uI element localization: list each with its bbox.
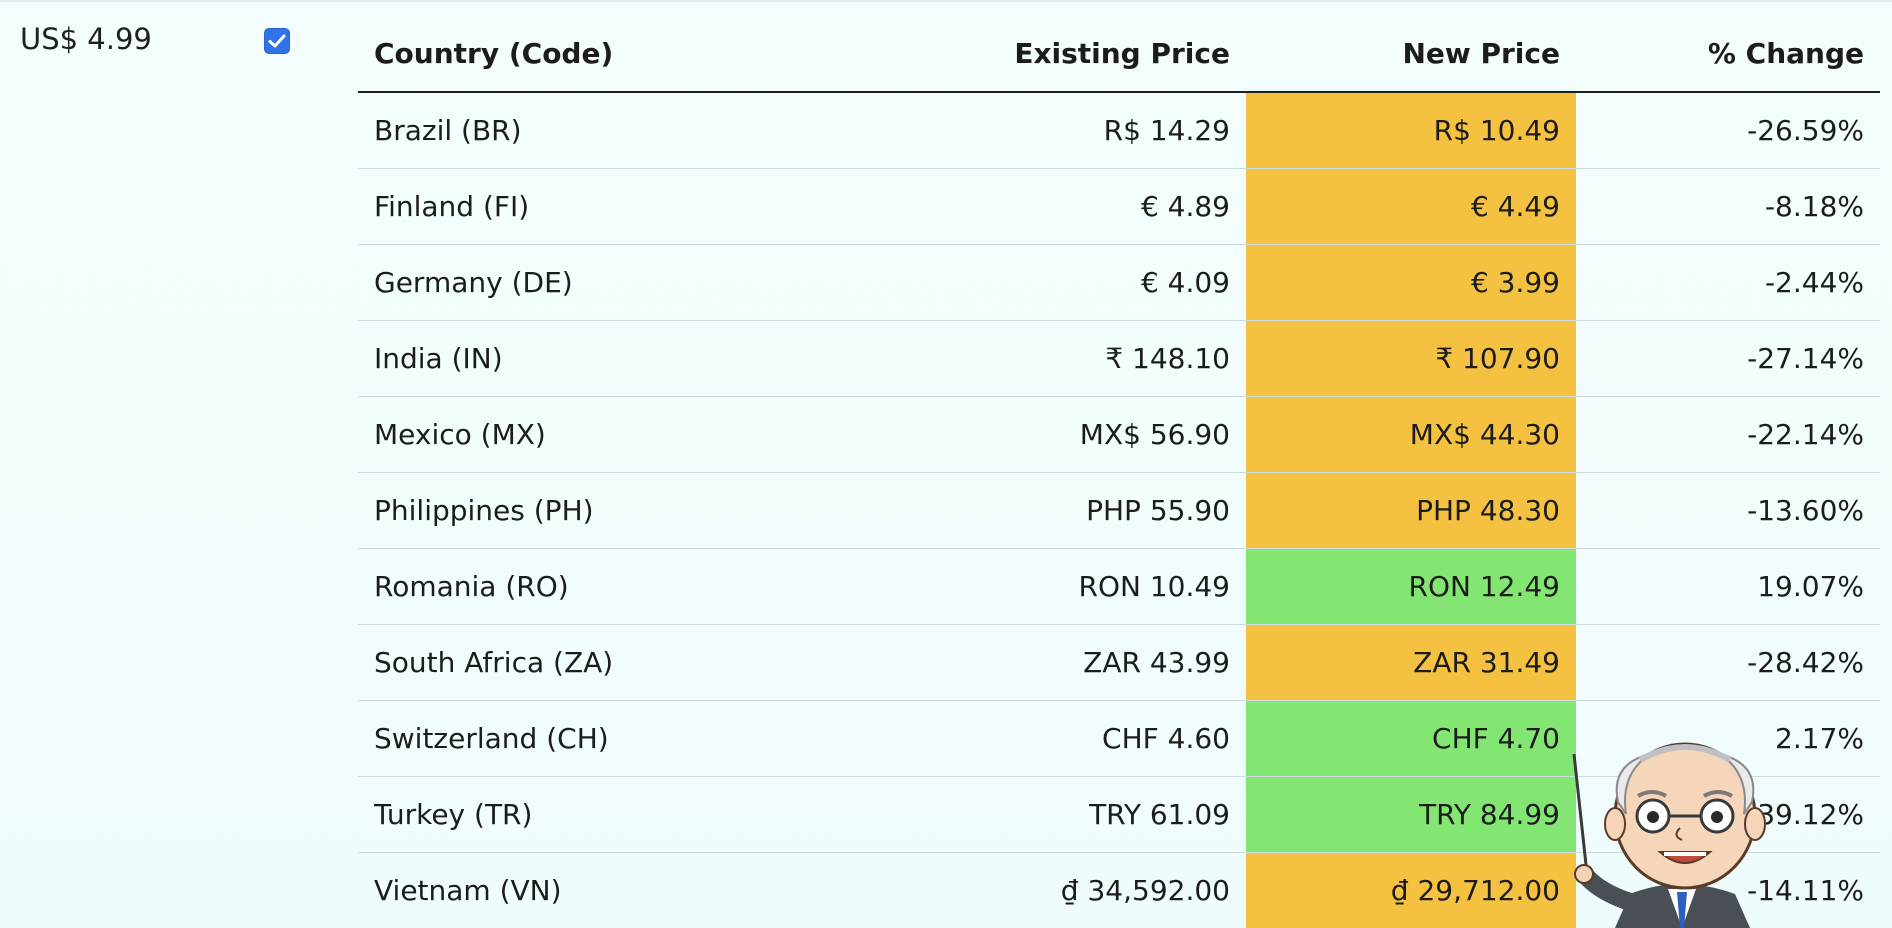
existing-price-cell: RON 10.49: [934, 548, 1246, 625]
header-country[interactable]: Country (Code): [358, 16, 934, 93]
new-price-cell: PHP 48.30: [1246, 472, 1576, 549]
country-cell: Finland (FI): [358, 168, 934, 245]
new-price-cell: € 3.99: [1246, 244, 1576, 321]
professor-mascot-icon: [1572, 742, 1766, 928]
existing-price-cell: € 4.89: [934, 168, 1246, 245]
country-cell: Turkey (TR): [358, 776, 934, 853]
table-header-row: Country (Code) Existing Price New Price …: [358, 16, 1880, 93]
existing-price-cell: MX$ 56.90: [934, 396, 1246, 473]
existing-price-cell: TRY 61.09: [934, 776, 1246, 853]
percent-change-cell: -13.60%: [1576, 472, 1880, 549]
percent-change-cell: -27.14%: [1576, 320, 1880, 397]
new-price-cell: ₫ 29,712.00: [1246, 852, 1576, 928]
percent-change-cell: -28.42%: [1576, 624, 1880, 701]
existing-price-cell: ₫ 34,592.00: [934, 852, 1246, 928]
country-cell: Vietnam (VN): [358, 852, 934, 928]
base-price-label: US$ 4.99: [20, 22, 152, 56]
percent-change-cell: -8.18%: [1576, 168, 1880, 245]
table-row: Switzerland (CH) CHF 4.60 CHF 4.70 2.17%: [358, 700, 1880, 777]
country-cell: India (IN): [358, 320, 934, 397]
header-new-price[interactable]: New Price: [1246, 16, 1576, 93]
select-checkbox[interactable]: [264, 28, 290, 54]
existing-price-cell: € 4.09: [934, 244, 1246, 321]
check-icon: [268, 34, 286, 48]
new-price-cell: RON 12.49: [1246, 548, 1576, 625]
new-price-cell: TRY 84.99: [1246, 776, 1576, 853]
percent-change-cell: 19.07%: [1576, 548, 1880, 625]
new-price-cell: € 4.49: [1246, 168, 1576, 245]
country-cell: Brazil (BR): [358, 92, 934, 169]
new-price-cell: R$ 10.49: [1246, 92, 1576, 169]
existing-price-cell: PHP 55.90: [934, 472, 1246, 549]
existing-price-cell: CHF 4.60: [934, 700, 1246, 777]
header-existing-price[interactable]: Existing Price: [934, 16, 1246, 93]
price-table: Country (Code) Existing Price New Price …: [358, 16, 1880, 928]
existing-price-cell: ₹ 148.10: [934, 320, 1246, 397]
table-row: South Africa (ZA) ZAR 43.99 ZAR 31.49 -28.4…: [358, 624, 1880, 701]
table-body: Brazil (BR) R$ 14.29 R$ 10.49 -26.59% Finlan…: [358, 92, 1880, 928]
new-price-cell: ₹ 107.90: [1246, 320, 1576, 397]
percent-change-cell: -26.59%: [1576, 92, 1880, 169]
country-cell: Romania (RO): [358, 548, 934, 625]
percent-change-cell: -2.44%: [1576, 244, 1880, 321]
new-price-cell: ZAR 31.49: [1246, 624, 1576, 701]
country-cell: Germany (DE): [358, 244, 934, 321]
country-cell: Mexico (MX): [358, 396, 934, 473]
header-percent-change[interactable]: % Change: [1576, 16, 1880, 93]
country-cell: South Africa (ZA): [358, 624, 934, 701]
table-row: Mexico (MX) MX$ 56.90 MX$ 44.30 -22.14%: [358, 396, 1880, 473]
new-price-cell: CHF 4.70: [1246, 700, 1576, 777]
table-row: Romania (RO) RON 10.49 RON 12.49 19.07%: [358, 548, 1880, 625]
table-row: Finland (FI) € 4.89 € 4.49 -8.18%: [358, 168, 1880, 245]
table-row: Philippines (PH) PHP 55.90 PHP 48.30 -13.60…: [358, 472, 1880, 549]
percent-change-cell: -22.14%: [1576, 396, 1880, 473]
new-price-cell: MX$ 44.30: [1246, 396, 1576, 473]
country-cell: Philippines (PH): [358, 472, 934, 549]
table-row: Brazil (BR) R$ 14.29 R$ 10.49 -26.59%: [358, 92, 1880, 169]
table-row: Vietnam (VN) ₫ 34,592.00 ₫ 29,712.00 -14.11…: [358, 852, 1880, 928]
table-row: Germany (DE) € 4.09 € 3.99 -2.44%: [358, 244, 1880, 321]
existing-price-cell: ZAR 43.99: [934, 624, 1246, 701]
table-row: India (IN) ₹ 148.10 ₹ 107.90 -27.14%: [358, 320, 1880, 397]
top-divider: [0, 0, 1892, 2]
existing-price-cell: R$ 14.29: [934, 92, 1246, 169]
country-cell: Switzerland (CH): [358, 700, 934, 777]
